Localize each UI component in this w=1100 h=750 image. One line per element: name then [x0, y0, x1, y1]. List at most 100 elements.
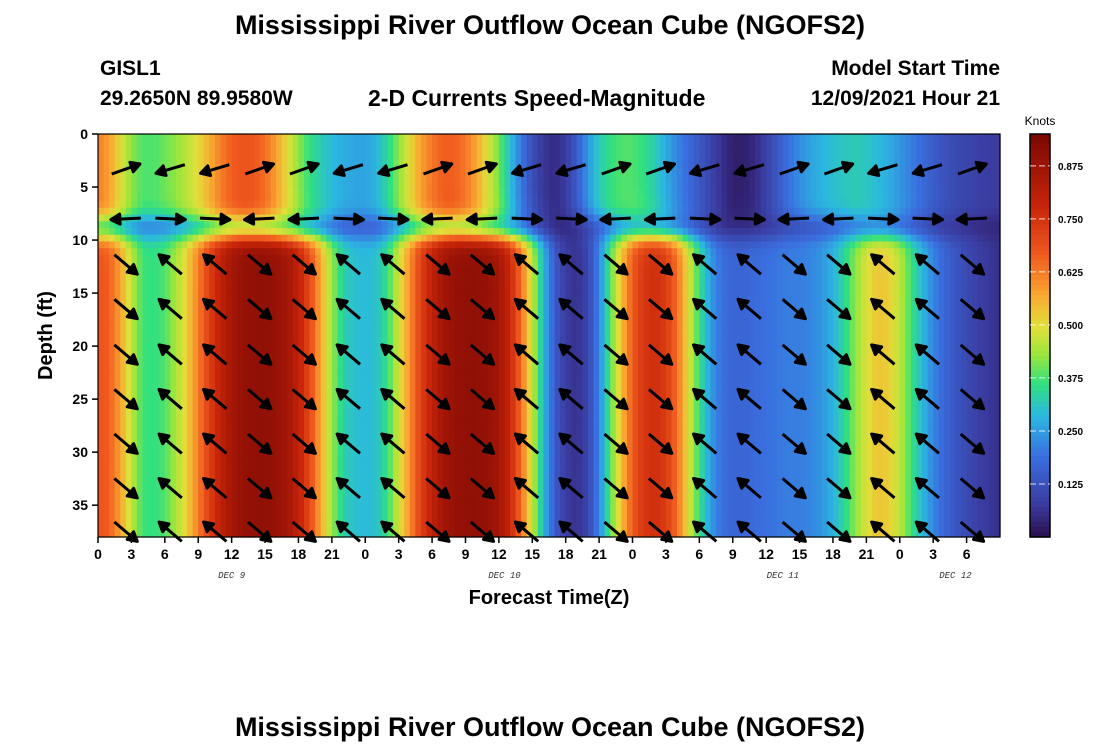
- current-vector: [425, 343, 451, 366]
- current-vector: [113, 253, 139, 276]
- current-vector: [599, 212, 631, 226]
- current-vector: [513, 520, 540, 543]
- date-label: DEC 12: [939, 571, 972, 581]
- current-vector: [425, 477, 451, 500]
- colorbar-tick-label: 0.875: [1058, 162, 1083, 173]
- current-vector: [867, 163, 898, 177]
- current-vector: [736, 387, 762, 410]
- x-axis-label: Forecast Time(Z): [469, 587, 630, 609]
- x-tick-label: 18: [825, 546, 841, 562]
- current-vector: [291, 298, 317, 321]
- date-label: DEC 11: [767, 571, 799, 581]
- current-vector: [202, 432, 228, 455]
- current-vector: [601, 160, 632, 176]
- model-start-label: Model Start Time: [831, 57, 1000, 80]
- date-label: DEC 9: [218, 571, 246, 581]
- current-vector: [826, 253, 852, 276]
- current-vector: [959, 253, 986, 276]
- current-vector: [647, 343, 674, 366]
- current-vector: [380, 343, 406, 366]
- x-tick-label: 3: [128, 546, 136, 562]
- current-vector: [469, 432, 496, 455]
- current-vector: [914, 297, 940, 320]
- current-vector: [822, 212, 854, 226]
- current-vector: [647, 298, 674, 321]
- x-tick-label: 18: [291, 546, 307, 562]
- colorbar-tick-label: 0.375: [1058, 374, 1083, 385]
- current-vector: [335, 477, 361, 500]
- current-vector: [202, 343, 228, 366]
- current-vector: [959, 388, 986, 411]
- current-vector: [868, 212, 900, 226]
- current-vector: [736, 520, 762, 543]
- current-vector: [736, 343, 762, 366]
- current-vector: [511, 212, 544, 226]
- current-vector: [247, 298, 273, 321]
- x-tick-label: 9: [729, 546, 737, 562]
- current-vector: [469, 343, 496, 366]
- current-vector: [469, 477, 496, 500]
- current-vector: [465, 212, 498, 226]
- colorbar: [1030, 134, 1050, 538]
- current-vector: [421, 212, 453, 226]
- current-vector: [291, 477, 317, 500]
- current-vector: [291, 343, 317, 366]
- current-vector: [603, 343, 629, 366]
- current-vector: [469, 298, 496, 321]
- current-vector: [333, 212, 365, 226]
- current-vector: [736, 432, 762, 455]
- current-vector: [513, 343, 540, 366]
- current-vector: [781, 432, 807, 455]
- current-vector: [826, 298, 852, 321]
- current-vector: [647, 253, 674, 276]
- current-vector: [914, 520, 940, 543]
- current-vector: [380, 520, 406, 543]
- x-tick-label: 0: [361, 546, 369, 562]
- y-tick-label: 5: [80, 179, 88, 195]
- current-vector: [692, 343, 718, 366]
- current-vector: [157, 297, 183, 320]
- current-vector: [914, 387, 940, 410]
- current-vector: [425, 298, 451, 321]
- current-vector: [647, 477, 674, 500]
- current-vector: [826, 432, 852, 455]
- current-vector: [513, 297, 540, 320]
- current-vector: [513, 432, 540, 455]
- current-vector: [111, 160, 142, 176]
- current-vector: [914, 343, 940, 366]
- current-vector: [155, 212, 187, 226]
- current-vector: [291, 432, 317, 455]
- current-vector: [603, 432, 629, 455]
- x-tick-label: 0: [94, 546, 102, 562]
- y-tick-label: 30: [72, 444, 88, 460]
- x-tick-label: 12: [758, 546, 774, 562]
- current-vector: [335, 387, 361, 410]
- current-vector: [555, 163, 587, 177]
- x-tick-label: 3: [929, 546, 937, 562]
- y-tick-label: 0: [80, 126, 88, 142]
- current-vector: [692, 253, 718, 276]
- current-vector: [202, 297, 228, 320]
- current-vector: [645, 160, 676, 176]
- current-vector: [202, 520, 228, 543]
- current-vector: [157, 387, 183, 410]
- current-vector: [781, 388, 807, 411]
- y-axis-label: Depth (ft): [35, 291, 57, 380]
- heatmap: [98, 134, 1001, 538]
- current-vector: [826, 343, 852, 366]
- current-vector: [736, 297, 762, 320]
- current-vector: [378, 212, 410, 226]
- current-vector: [380, 253, 406, 276]
- x-tick-label: 9: [194, 546, 202, 562]
- current-vector: [779, 160, 810, 176]
- colorbar-frame: [1029, 133, 1051, 538]
- page-title-repeat: Mississippi River Outflow Ocean Cube (NG…: [234, 712, 866, 742]
- y-tick-label: 10: [72, 232, 88, 248]
- current-vector: [202, 387, 228, 410]
- plot-frame: [97, 133, 1001, 538]
- current-vector: [870, 343, 896, 366]
- x-tick-label: 3: [662, 546, 670, 562]
- x-tick-label: 15: [257, 546, 273, 562]
- current-vector: [287, 212, 320, 226]
